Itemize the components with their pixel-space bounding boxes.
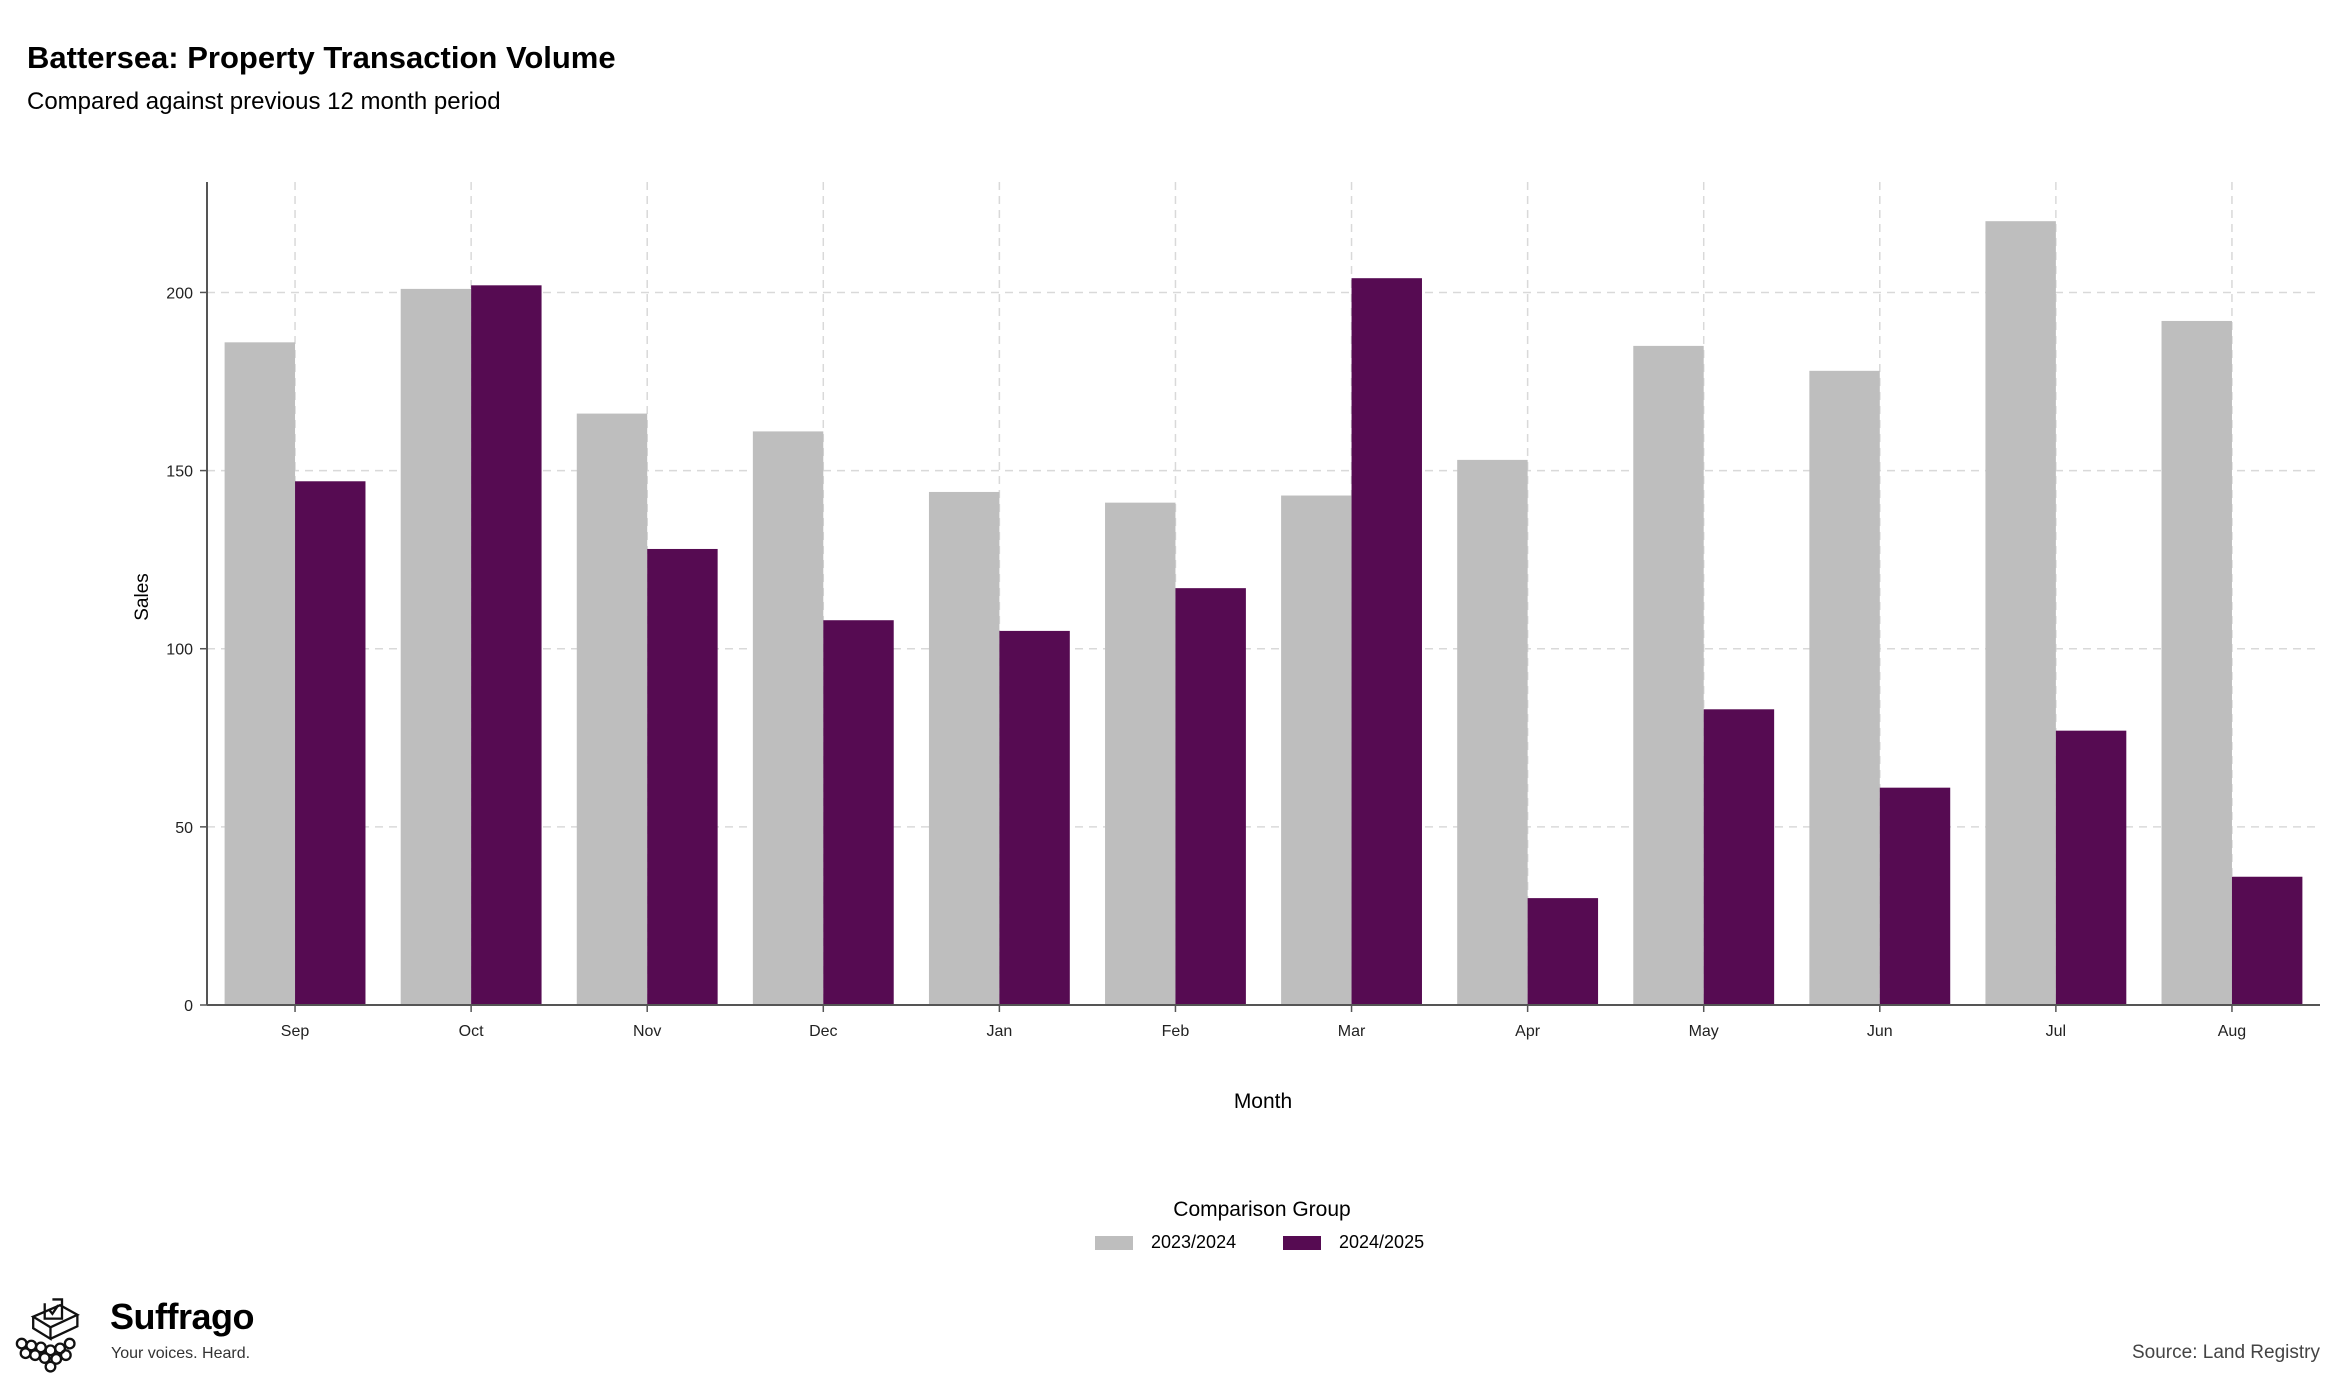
brand-name: Suffrago (110, 1296, 255, 1337)
bar-2023-jul (1985, 221, 2056, 1005)
x-tick-label: Mar (1338, 1023, 1366, 1040)
bar-2023-feb (1105, 502, 1176, 1005)
bar-chart: 0 50 100 150 200 Sep Oct Nov Dec Jan Feb Mar Apr May J… (132, 182, 2320, 1113)
bar-2023-jan (928, 491, 1000, 1005)
legend-item-2024: 2024/2025 (1283, 1232, 1424, 1253)
y-tick-label: 150 (166, 464, 193, 481)
bar-2024-aug (2231, 876, 2303, 1005)
bars (224, 221, 2303, 1006)
x-tick-label: Oct (459, 1023, 484, 1040)
x-tick-label: May (1689, 1023, 1719, 1040)
x-tick-label: Jun (1867, 1023, 1893, 1040)
x-tick-label: Aug (2218, 1023, 2246, 1040)
bar-2024-dec (823, 620, 894, 1005)
legend-swatch-2024 (1283, 1235, 1321, 1250)
x-axis-label: Month (1234, 1090, 1292, 1113)
y-axis-label: Sales (132, 573, 153, 621)
bar-2024-jan (999, 630, 1070, 1005)
x-tick-label: Nov (633, 1023, 661, 1040)
chart-subtitle: Compared against previous 12 month perio… (27, 88, 501, 115)
bar-2023-may (1633, 345, 1704, 1005)
chart-title: Battersea: Property Transaction Volume (27, 40, 616, 75)
bar-2024-nov (647, 548, 718, 1005)
bar-2024-feb (1175, 588, 1246, 1005)
x-tick-label: Dec (809, 1023, 837, 1040)
legend-label-2024: 2024/2025 (1339, 1232, 1425, 1252)
bar-2024-mar (1351, 278, 1422, 1005)
bar-2023-sep (224, 342, 296, 1005)
bar-2023-jun (1809, 370, 1880, 1005)
legend-title: Comparison Group (1173, 1198, 1351, 1221)
bar-2024-may (1703, 709, 1775, 1005)
bar-2023-dec (752, 431, 824, 1006)
y-tick-label: 100 (166, 642, 193, 659)
legend-item-2023: 2023/2024 (1095, 1232, 1236, 1253)
x-tick-label: Jul (2046, 1023, 2066, 1040)
bar-2024-oct (471, 285, 542, 1006)
bar-2024-jun (1879, 787, 1951, 1005)
y-tick-label: 0 (184, 998, 193, 1015)
legend-swatch-2023 (1095, 1235, 1133, 1250)
suffrago-logo-icon (15, 1298, 80, 1373)
x-tick-label: Feb (1162, 1023, 1190, 1040)
source-note: Source: Land Registry (2132, 1342, 2320, 1363)
axes: 0 50 100 150 200 Sep Oct Nov Dec Jan Feb Mar Apr May J… (166, 182, 2320, 1040)
brand-tagline: Your voices. Heard. (111, 1345, 251, 1362)
bar-2023-oct (400, 288, 472, 1005)
y-tick-label: 200 (166, 285, 193, 302)
bar-2023-aug (2161, 320, 2232, 1005)
bar-2023-apr (1457, 459, 1528, 1005)
bar-2024-apr (1527, 898, 1599, 1005)
x-tick-label: Apr (1515, 1023, 1541, 1040)
bar-2024-sep (295, 481, 366, 1006)
x-tick-label: Jan (986, 1023, 1012, 1040)
bar-2023-mar (1281, 495, 1352, 1005)
x-tick-label: Sep (281, 1023, 310, 1040)
bar-2023-nov (576, 413, 648, 1005)
y-tick-label: 50 (175, 820, 193, 837)
bar-2024-jul (2055, 730, 2127, 1005)
legend-label-2023: 2023/2024 (1151, 1232, 1237, 1252)
